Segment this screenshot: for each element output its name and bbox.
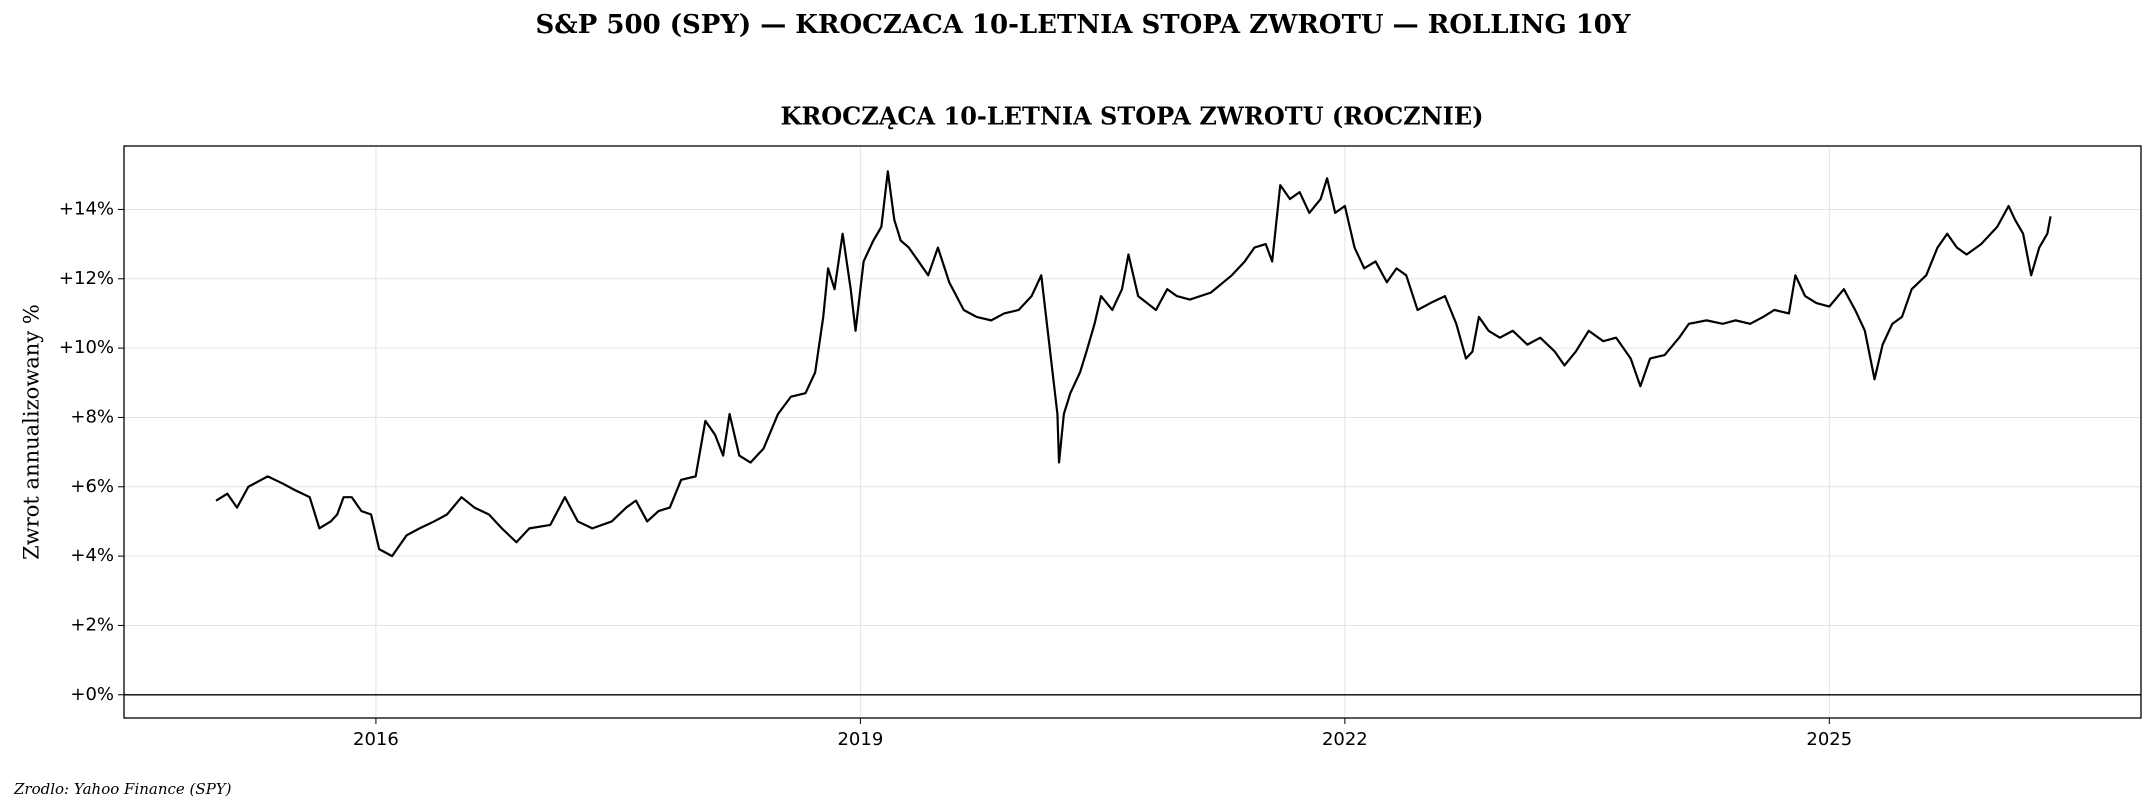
- chart-title: KROCZĄCA 10-LETNIA STOPA ZWROTU (ROCZNIE…: [780, 102, 1483, 131]
- y-tick-label: +6%: [70, 476, 114, 497]
- x-tick-label: 2016: [353, 729, 399, 750]
- y-tick-label: +0%: [70, 684, 114, 705]
- x-tick-label: 2022: [1322, 729, 1368, 750]
- y-tick-label: +2%: [70, 614, 114, 635]
- y-tick-label: +4%: [70, 545, 114, 566]
- data-line: [215, 170, 2052, 558]
- y-tick-label: +14%: [59, 198, 114, 219]
- y-tick-label: +8%: [70, 406, 114, 427]
- chart-suptitle: S&P 500 (SPY) — KROCZACA 10-LETNIA STOPA…: [536, 10, 1631, 40]
- y-tick-label: +12%: [59, 268, 114, 289]
- x-tick-label: 2025: [1806, 729, 1852, 750]
- source-note: Zrodlo: Yahoo Finance (SPY): [13, 780, 232, 798]
- y-tick-label: +10%: [59, 337, 114, 358]
- y-axis-label: Zwrot annualizowany %: [20, 304, 44, 560]
- x-tick-label: 2019: [837, 729, 883, 750]
- plot-frame: [123, 145, 2142, 719]
